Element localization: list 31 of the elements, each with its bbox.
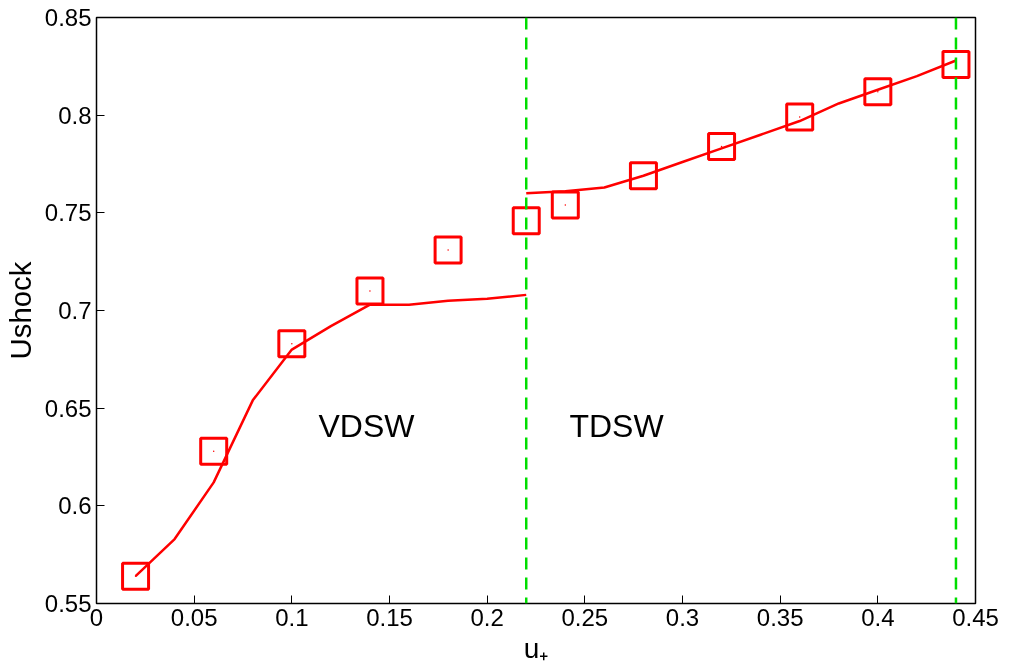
point (277, 329, 307, 359)
x-tick-label: 0.4 (861, 603, 895, 631)
x-tick-label: 0.05 (170, 603, 218, 631)
y-tick-label: 0.65 (44, 394, 92, 422)
y-tick-label: 0.7 (58, 297, 92, 324)
annotation: VDSW (318, 407, 416, 444)
point (433, 235, 463, 265)
x-tick-label: 0.1 (275, 603, 309, 631)
point (707, 131, 737, 161)
x-tick-label: 0.35 (756, 603, 804, 631)
x-tick-label: 0.3 (665, 603, 700, 631)
x-tick-label: 0.45 (952, 603, 999, 631)
x-tick-label: 0.2 (470, 603, 504, 631)
point (550, 190, 580, 220)
point (355, 276, 385, 306)
point (863, 77, 893, 107)
x-tick-label: 0.25 (561, 603, 609, 631)
annotation: TDSW (569, 407, 665, 444)
point (785, 102, 815, 132)
y-tick-label: 0.85 (44, 4, 92, 31)
x-axis-title: u₊ (523, 632, 549, 664)
y-tick-label: 0.8 (58, 101, 92, 129)
y-tick-label: 0.6 (58, 492, 92, 520)
x-tick-label: 0.15 (366, 603, 413, 631)
point (628, 161, 658, 191)
point (121, 561, 151, 591)
y-axis-title: Ushock (3, 261, 37, 360)
y-tick-label: 0.75 (44, 199, 92, 227)
point (199, 436, 229, 466)
point (511, 206, 541, 236)
point (941, 49, 971, 79)
